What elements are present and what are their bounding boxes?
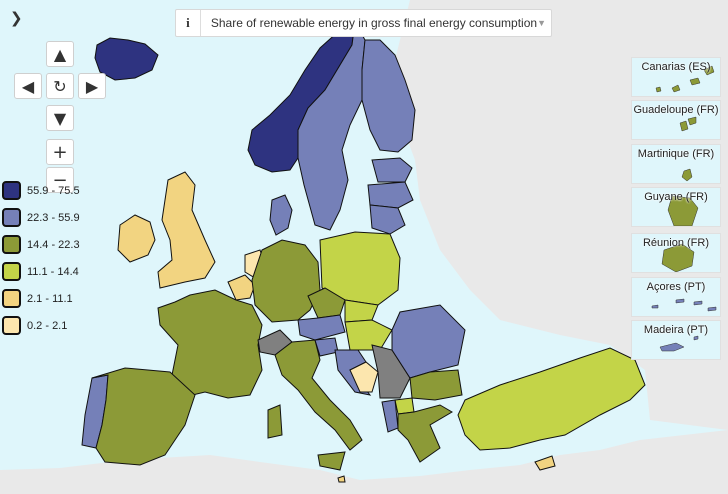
region-malta[interactable] <box>337 475 346 483</box>
caret-down-icon[interactable]: ▼ <box>537 18 546 28</box>
inset-label: Guadeloupe (FR) <box>633 104 719 116</box>
legend-swatch <box>2 316 21 335</box>
menu-toggle-icon[interactable]: ❯ <box>10 9 23 27</box>
inset-guyane-map <box>667 195 699 226</box>
legend-item: 55.9 - 75.5 <box>2 181 80 200</box>
legend-label: 22.3 - 55.9 <box>27 211 80 224</box>
legend-item: 11.1 - 14.4 <box>2 262 79 281</box>
inset-label: Canarias (ES) <box>641 61 711 73</box>
region-latvia[interactable] <box>367 181 414 209</box>
inset-guadeloupe-map <box>679 116 697 132</box>
region-france[interactable] <box>157 289 263 399</box>
legend-swatch <box>2 235 21 254</box>
inset-acores[interactable]: Açores (PT) <box>631 277 721 317</box>
legend-swatch <box>2 181 21 200</box>
legend-item: 22.3 - 55.9 <box>2 208 80 227</box>
inset-canarias[interactable]: Canarias (ES) <box>631 57 721 97</box>
inset-reunion[interactable]: Réunion (FR) <box>631 233 721 273</box>
region-belgium[interactable] <box>227 274 256 301</box>
region-austria[interactable] <box>297 314 346 341</box>
inset-label: Martinique (FR) <box>637 148 715 160</box>
indicator-selector[interactable]: i Share of renewable energy in gross fin… <box>175 9 552 37</box>
region-sicily[interactable] <box>317 451 346 471</box>
zoom-in-button[interactable]: + <box>46 139 74 165</box>
inset-madeira-map <box>659 335 699 352</box>
legend-swatch <box>2 208 21 227</box>
region-hungary[interactable] <box>344 319 393 351</box>
region-spain[interactable] <box>91 367 196 466</box>
legend-label: 2.1 - 11.1 <box>27 292 73 305</box>
region-iceland[interactable] <box>94 37 159 81</box>
pan-left-button[interactable]: ◀ <box>14 73 42 99</box>
reset-view-button[interactable]: ↻ <box>46 73 74 99</box>
land-north-africa <box>0 430 728 494</box>
region-greece[interactable] <box>397 404 453 463</box>
region-estonia[interactable] <box>371 157 413 183</box>
legend-item: 0.2 - 2.1 <box>2 316 67 335</box>
region-bosnia[interactable] <box>349 361 379 393</box>
legend-item: 2.1 - 11.1 <box>2 289 73 308</box>
info-icon[interactable]: i <box>176 10 201 36</box>
inset-canarias-map <box>655 65 715 93</box>
region-germany[interactable] <box>251 239 321 323</box>
region-czechia[interactable] <box>307 287 346 319</box>
pan-up-button[interactable]: ▲ <box>46 41 74 67</box>
region-united-kingdom[interactable] <box>157 171 216 289</box>
legend-label: 14.4 - 22.3 <box>27 238 80 251</box>
indicator-label: Share of renewable energy in gross final… <box>210 16 538 30</box>
inset-martinique-map <box>681 168 693 182</box>
zoom-out-button[interactable]: − <box>46 167 74 193</box>
inset-label: Madeira (PT) <box>643 324 709 336</box>
pan-down-button[interactable]: ▼ <box>46 105 74 131</box>
region-finland[interactable] <box>361 39 416 153</box>
legend-label: 55.9 - 75.5 <box>27 184 80 197</box>
region-ireland[interactable] <box>117 214 156 263</box>
inset-reunion-map <box>661 243 695 272</box>
inset-label: Guyane (FR) <box>644 191 708 203</box>
legend-swatch <box>2 289 21 308</box>
legend-label: 0.2 - 2.1 <box>27 319 68 332</box>
inset-label: Açores (PT) <box>646 281 706 293</box>
region-cyprus[interactable] <box>534 455 556 471</box>
legend-swatch <box>2 262 21 281</box>
region-denmark[interactable] <box>269 194 293 236</box>
legend-item: 14.4 - 22.3 <box>2 235 80 254</box>
inset-acores-map <box>651 298 717 312</box>
region-sardinia[interactable] <box>267 404 283 439</box>
inset-guadeloupe[interactable]: Guadeloupe (FR) <box>631 100 721 140</box>
region-north-macedonia[interactable] <box>394 397 415 415</box>
inset-martinique[interactable]: Martinique (FR) <box>631 144 721 184</box>
region-romania[interactable] <box>391 304 466 379</box>
inset-label: Réunion (FR) <box>642 237 710 249</box>
region-lithuania[interactable] <box>369 204 406 235</box>
legend-label: 11.1 - 14.4 <box>27 265 79 278</box>
inset-guyane[interactable]: Guyane (FR) <box>631 187 721 227</box>
inset-madeira[interactable]: Madeira (PT) <box>631 320 721 360</box>
pan-right-button[interactable]: ▶ <box>78 73 106 99</box>
region-turkey[interactable] <box>457 347 646 451</box>
